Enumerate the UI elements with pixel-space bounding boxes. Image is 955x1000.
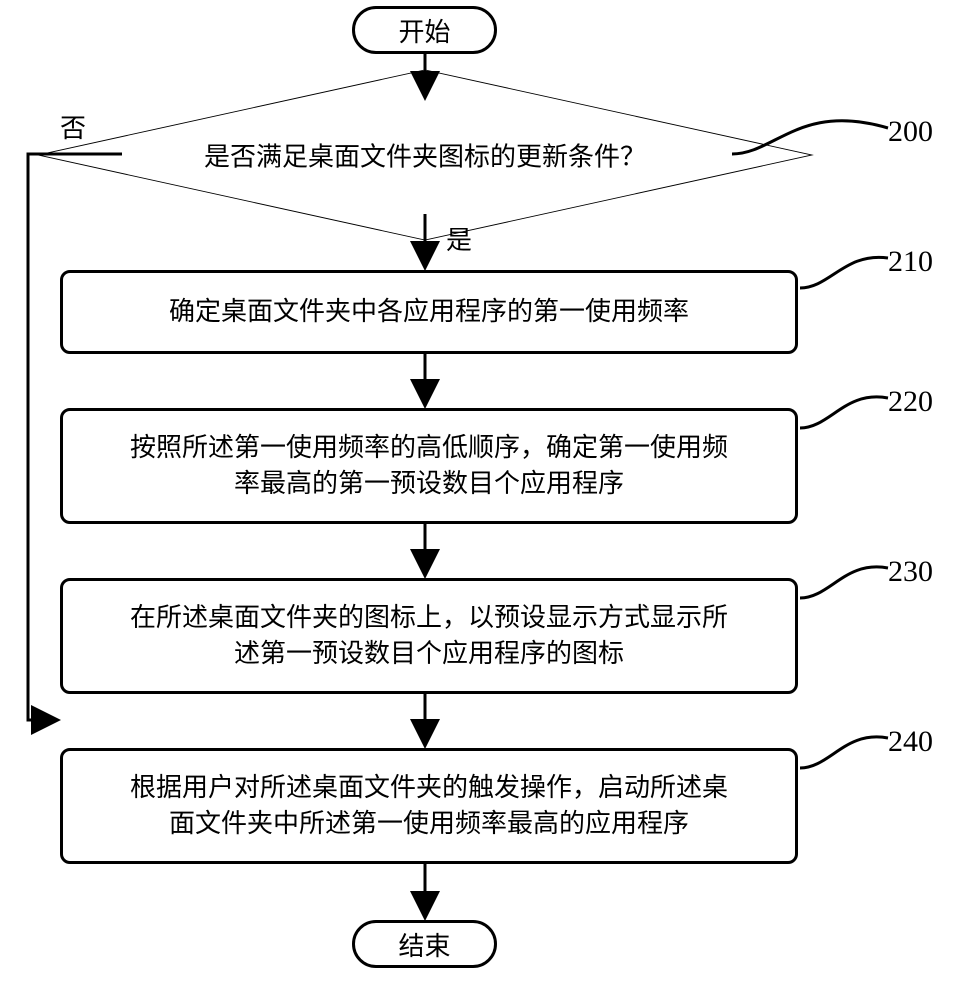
end-terminator: 结束 <box>352 920 497 968</box>
ref-230: 230 <box>888 555 933 589</box>
process-230-text: 在所述桌面文件夹的图标上，以预设显示方式显示所 述第一预设数目个应用程序的图标 <box>130 600 728 673</box>
ref-220: 220 <box>888 385 933 419</box>
process-210-text: 确定桌面文件夹中各应用程序的第一使用频率 <box>169 294 689 330</box>
no-label: 否 <box>60 108 86 145</box>
ref-200: 200 <box>888 115 933 149</box>
process-220-text: 按照所述第一使用频率的高低顺序，确定第一使用频 率最高的第一预设数目个应用程序 <box>130 430 728 503</box>
process-220: 按照所述第一使用频率的高低顺序，确定第一使用频 率最高的第一预设数目个应用程序 <box>60 408 798 524</box>
yes-label: 是 <box>446 220 472 257</box>
end-label: 结束 <box>398 926 450 963</box>
ref-240: 240 <box>888 725 933 759</box>
flowchart-canvas: 开始 是否满足桌面文件夹图标的更新条件？ 确定桌面文件夹中各应用程序的第一使用频… <box>0 0 955 1000</box>
decision-node <box>150 0 700 430</box>
process-240: 根据用户对所述桌面文件夹的触发操作，启动所述桌 面文件夹中所述第一使用频率最高的… <box>60 748 798 864</box>
process-230: 在所述桌面文件夹的图标上，以预设显示方式显示所 述第一预设数目个应用程序的图标 <box>60 578 798 694</box>
decision-text: 是否满足桌面文件夹图标的更新条件？ <box>204 137 646 174</box>
process-240-text: 根据用户对所述桌面文件夹的触发操作，启动所述桌 面文件夹中所述第一使用频率最高的… <box>130 770 728 843</box>
process-210: 确定桌面文件夹中各应用程序的第一使用频率 <box>60 270 798 354</box>
ref-210: 210 <box>888 245 933 279</box>
